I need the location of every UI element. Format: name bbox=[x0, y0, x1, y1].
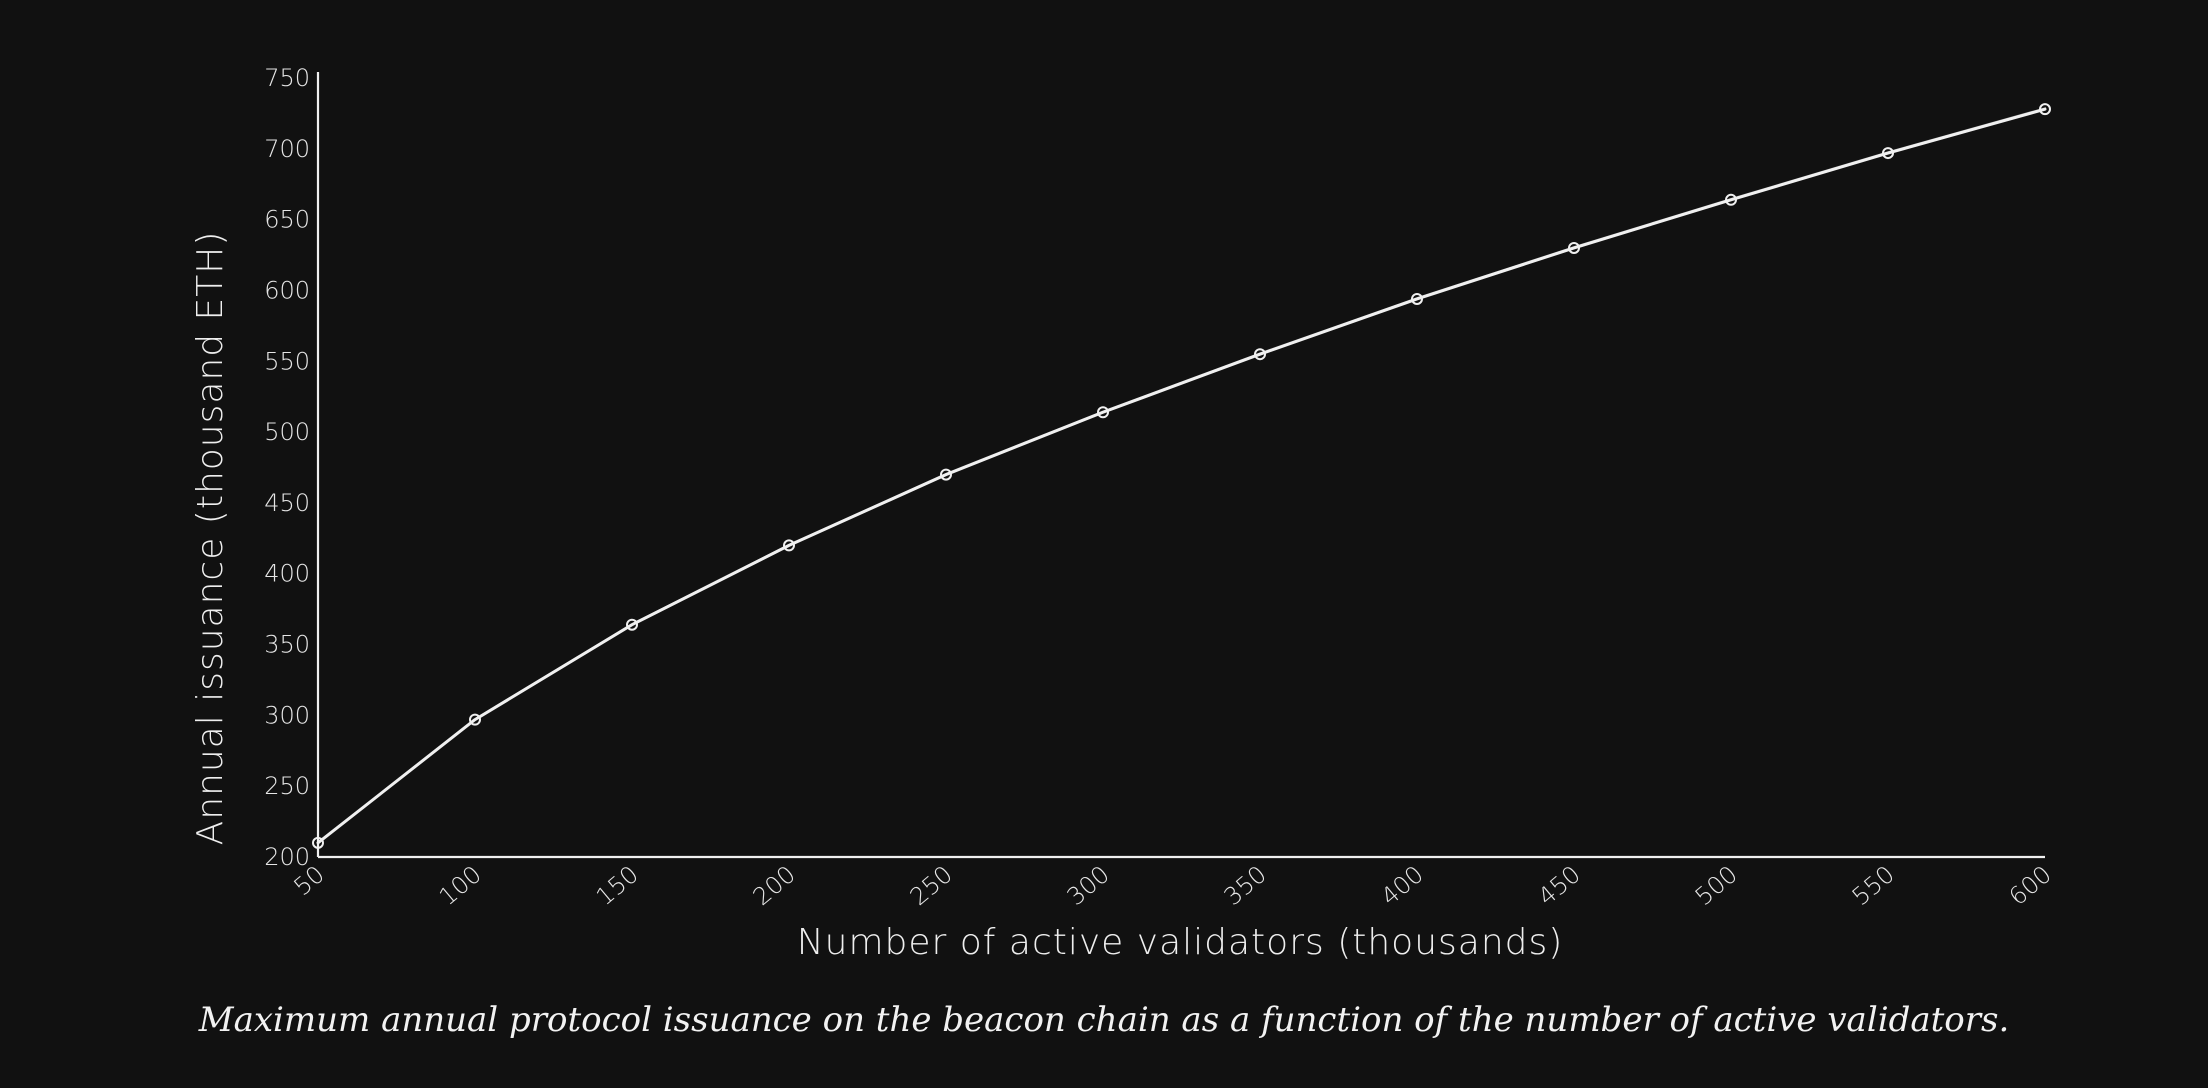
y-tick-label: 350 bbox=[264, 631, 310, 659]
series-line-sketch bbox=[318, 107, 2047, 842]
y-tick-label: 450 bbox=[264, 489, 310, 517]
x-tick-label: 600 bbox=[2004, 860, 2057, 911]
x-tick-label: 200 bbox=[748, 860, 801, 911]
x-tick-label: 350 bbox=[1219, 860, 1272, 911]
series-line bbox=[316, 107, 2047, 845]
x-tick-label: 400 bbox=[1376, 860, 1429, 911]
data-point bbox=[626, 618, 638, 631]
data-point bbox=[1725, 193, 1737, 206]
figure-caption: Maximum annual protocol issuance on the … bbox=[198, 1000, 2010, 1040]
y-axis-title: Annual issuance (thousand ETH) bbox=[190, 231, 231, 846]
x-tick-label: 150 bbox=[591, 860, 644, 911]
x-tick-label: 450 bbox=[1533, 860, 1586, 911]
data-point bbox=[1254, 348, 1266, 361]
y-tick-label: 600 bbox=[264, 276, 310, 304]
data-point bbox=[1411, 292, 1423, 305]
y-tick-label: 550 bbox=[264, 347, 310, 375]
x-tick-label: 300 bbox=[1062, 860, 1115, 911]
data-point bbox=[1097, 406, 1109, 419]
y-tick-label: 500 bbox=[264, 418, 310, 446]
series-group bbox=[312, 103, 2051, 849]
y-tick-label: 250 bbox=[264, 772, 310, 800]
data-point bbox=[312, 836, 324, 849]
y-tick-label: 650 bbox=[264, 206, 310, 234]
y-axis: 200 250 300 350 400 450 500 550 600 650 700 750 bbox=[264, 64, 320, 871]
data-point bbox=[940, 468, 952, 481]
x-tick-label: 250 bbox=[905, 860, 958, 911]
data-point bbox=[783, 539, 795, 552]
y-tick-label: 400 bbox=[264, 560, 310, 588]
x-tick-label: 550 bbox=[1847, 860, 1900, 911]
y-tick-label: 200 bbox=[264, 843, 310, 871]
data-point bbox=[1568, 241, 1580, 254]
data-point bbox=[469, 713, 481, 726]
x-axis: 50 100 150 200 250 300 350 400 450 500 550 600 bbox=[288, 855, 2057, 911]
data-point bbox=[1882, 147, 1894, 160]
y-tick-label: 700 bbox=[264, 135, 310, 163]
x-tick-label: 100 bbox=[434, 860, 487, 911]
data-point bbox=[2039, 103, 2051, 116]
y-tick-label: 300 bbox=[264, 701, 310, 729]
y-tick-label: 750 bbox=[264, 64, 310, 92]
x-tick-label: 500 bbox=[1690, 860, 1743, 911]
x-axis-title: Number of active validators (thousands) bbox=[797, 922, 1564, 963]
